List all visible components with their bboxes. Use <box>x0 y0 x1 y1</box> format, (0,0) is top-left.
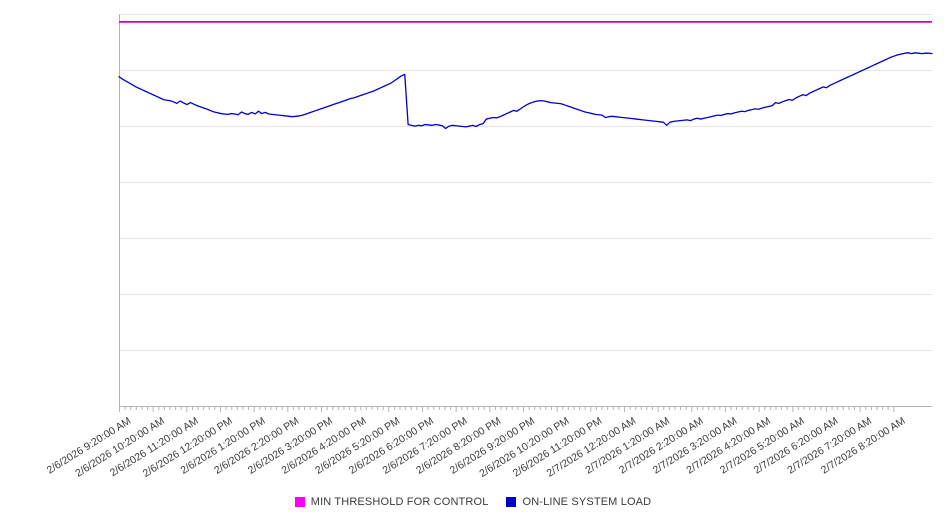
x-axis-ticks <box>119 406 895 412</box>
legend-item-min-threshold-for-control[interactable]: MIN THRESHOLD FOR CONTROL <box>294 496 489 508</box>
legend-swatch-magenta <box>294 497 305 507</box>
legend-label-on-line-system-load: ON-LINE SYSTEM LOAD <box>522 496 652 508</box>
series-line-on-line-system-load <box>118 52 933 130</box>
gridlines-group <box>119 14 932 351</box>
legend-swatch-blue <box>506 497 517 507</box>
legend-label-min-threshold-for-control: MIN THRESHOLD FOR CONTROL <box>310 496 489 508</box>
legend-item-on-line-system-load[interactable]: ON-LINE SYSTEM LOAD <box>506 496 651 508</box>
chart-legend: MIN THRESHOLD FOR CONTROL ON-LINE SYSTEM… <box>0 496 946 508</box>
